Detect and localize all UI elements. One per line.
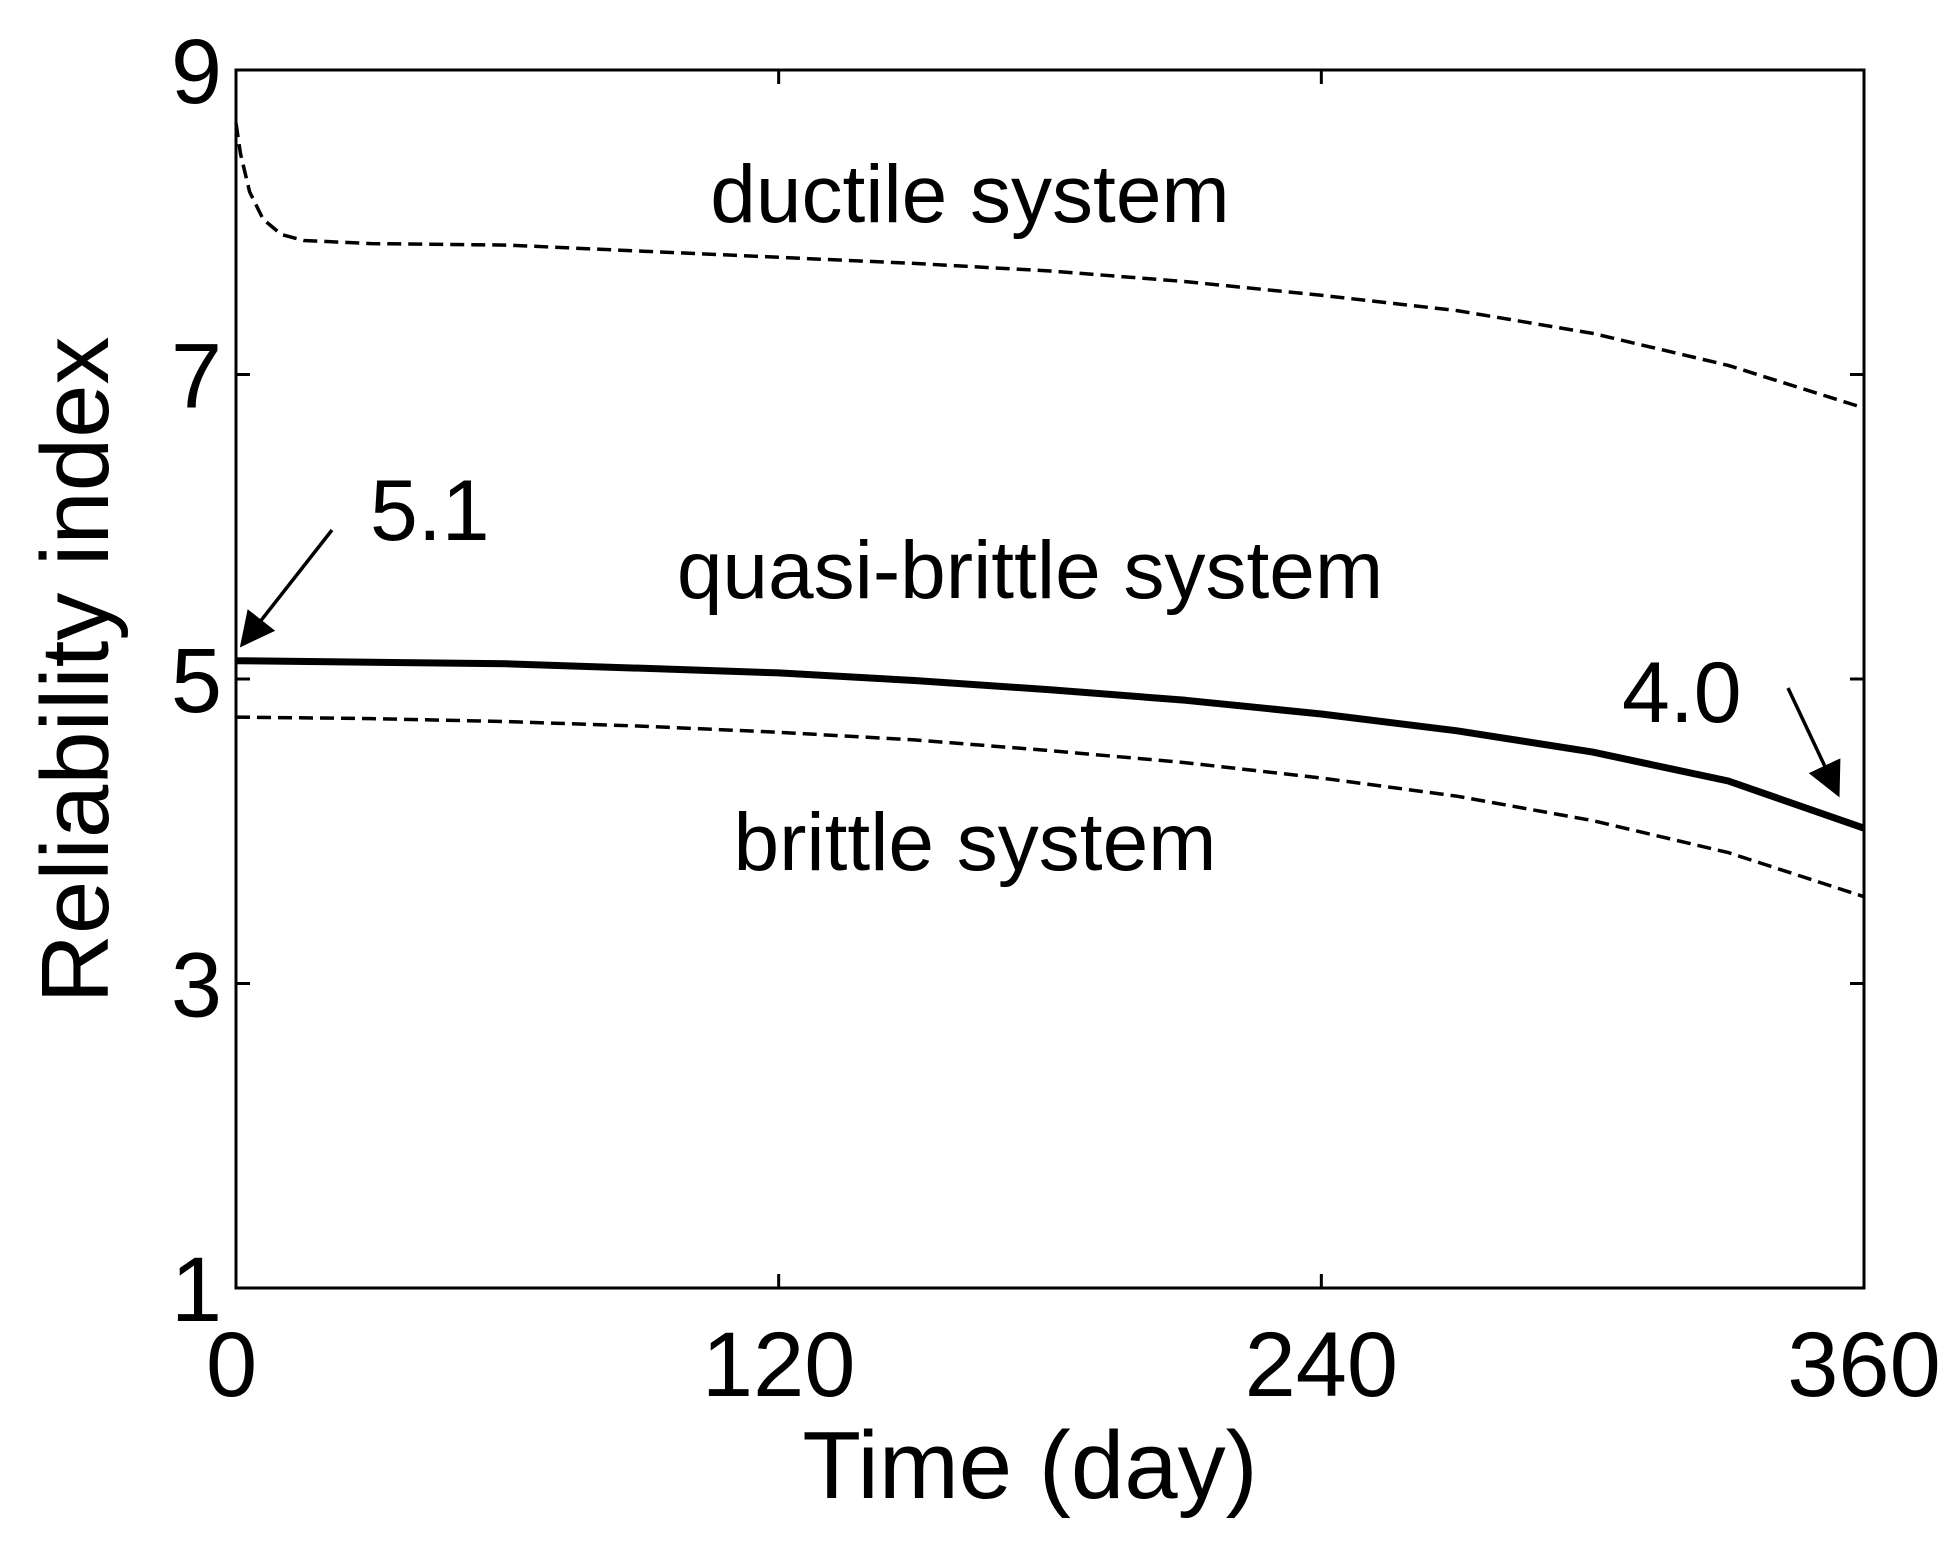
x-tick-label: 240 bbox=[1245, 1314, 1399, 1416]
y-axis-title: Reliability index bbox=[22, 337, 129, 1004]
series-line bbox=[235, 657, 1866, 832]
plot-frame bbox=[234, 68, 1866, 1290]
x-tick-label: 360 bbox=[1787, 1314, 1941, 1416]
y-tick-label: 7 bbox=[171, 326, 222, 428]
annotation-label: 4.0 bbox=[1622, 645, 1742, 741]
series-label: brittle system bbox=[734, 797, 1217, 888]
y-tick-label: 1 bbox=[171, 1239, 222, 1341]
x-axis-title: Time (day) bbox=[802, 1412, 1257, 1519]
y-tick-label: 9 bbox=[171, 21, 222, 123]
series-label: ductile system bbox=[710, 149, 1230, 240]
x-tick-label: 0 bbox=[206, 1314, 257, 1416]
annotation-arrow bbox=[239, 528, 334, 648]
series-label: quasi-brittle system bbox=[677, 525, 1383, 616]
annotation-label: 5.1 bbox=[370, 463, 490, 559]
annotation-arrow bbox=[1786, 687, 1841, 798]
series-line bbox=[234, 123, 1865, 410]
x-tick-label: 120 bbox=[702, 1314, 856, 1416]
y-tick-label: 3 bbox=[171, 935, 222, 1037]
y-tick-label: 5 bbox=[171, 630, 222, 732]
